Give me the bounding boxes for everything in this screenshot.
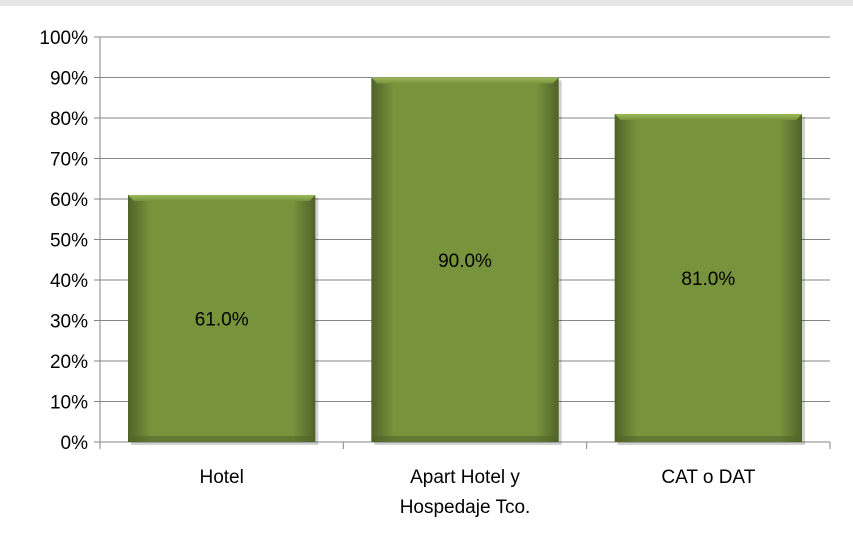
x-category-label: Hotel — [199, 467, 243, 488]
bar-bevel-bottom — [127, 436, 316, 442]
data-label: 90.0% — [438, 251, 492, 272]
bar-bevel-bottom — [614, 436, 803, 442]
data-label: 81.0% — [681, 269, 735, 290]
data-label: 61.0% — [195, 309, 249, 330]
bar — [127, 194, 316, 442]
x-category-label: Apart Hotel y — [410, 467, 520, 488]
bar-bevel-bottom — [371, 436, 559, 442]
bar-bevel-top — [371, 77, 559, 84]
bars — [127, 77, 806, 445]
y-tick-label: 70% — [50, 150, 88, 171]
y-tick-label: 30% — [50, 312, 88, 333]
bar-group — [127, 194, 319, 445]
bar-group — [371, 77, 562, 445]
y-tick-label: 100% — [39, 28, 88, 49]
top-rule — [0, 0, 853, 6]
y-tick-label: 40% — [50, 271, 88, 292]
bar-bevel-top — [127, 194, 316, 201]
y-tick-label: 20% — [50, 352, 88, 373]
y-tick-label: 10% — [50, 393, 88, 414]
y-tick-label: 90% — [50, 69, 88, 90]
x-category-label: CAT o DAT — [661, 467, 755, 488]
labels: 0% 10% 20% 30% 40% 50% 60% 70% 80% 90% 100% 61.0% Ho… — [39, 28, 755, 518]
bar — [614, 113, 803, 442]
bar — [371, 77, 559, 442]
y-tick-label: 60% — [50, 190, 88, 211]
bar-bevel-top — [614, 113, 803, 120]
x-category-label: Hospedaje Tco. — [400, 497, 531, 518]
y-tick-label: 50% — [50, 231, 88, 252]
y-tick-label: 80% — [50, 109, 88, 130]
bar-group — [614, 113, 806, 445]
y-tick-label: 0% — [61, 433, 89, 454]
